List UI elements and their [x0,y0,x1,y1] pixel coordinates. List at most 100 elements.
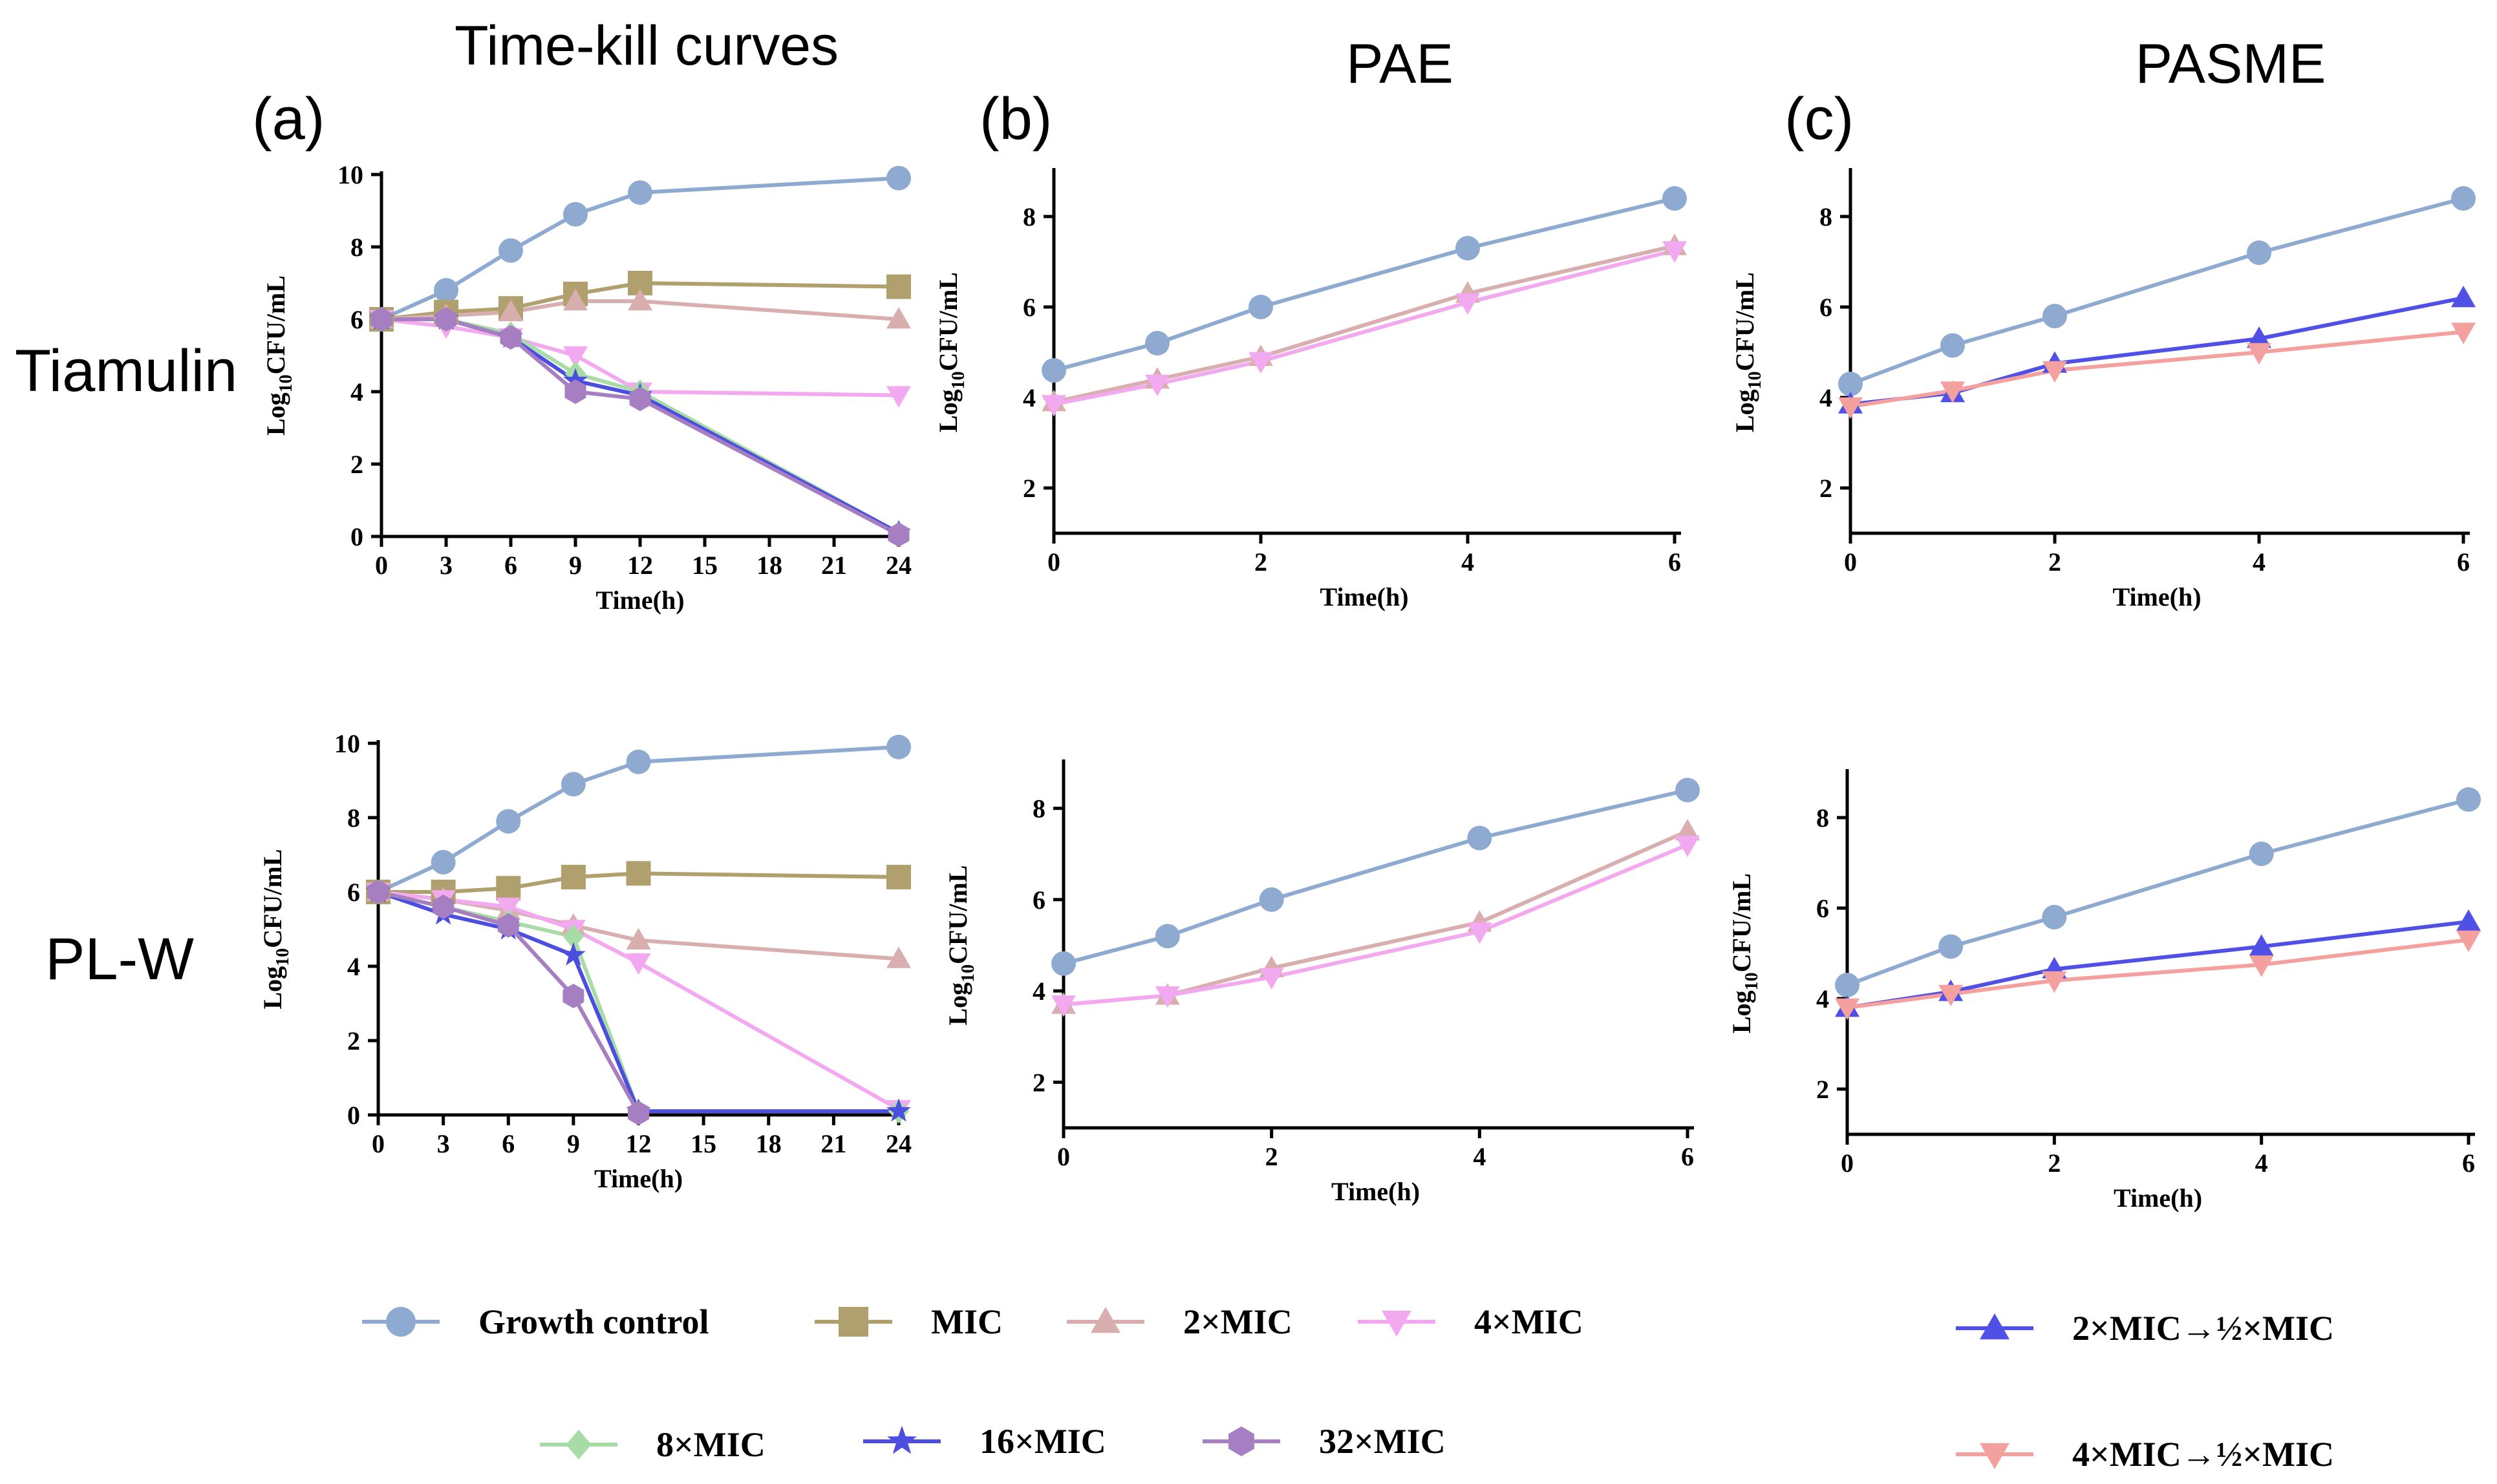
data-point-pasme2 [2247,326,2271,348]
data-point-mic2 [886,946,911,968]
data-point-mic32 [628,1101,649,1126]
data-point-mic32 [435,307,457,332]
row-label-tiamulin: Tiamulin [15,338,237,404]
legend: Growth control MIC 2×MIC 4×MIC 8×MIC 16×MIC 32… [362,1302,2334,1474]
legend-item-pasme2: 2×MIC→½×MIC [1956,1309,2334,1348]
y-tick-label: 4 [1816,984,1829,1013]
data-point-growth [1042,358,1066,383]
data-point-pasme2 [2249,934,2274,956]
data-point-pasme4 [2247,343,2271,365]
y-tick-label: 0 [347,1101,360,1130]
x-axis-label: Time(h) [2114,1183,2202,1213]
legend-item-growth: Growth control [362,1302,709,1341]
x-tick-label: 0 [375,551,388,580]
data-point-pasme4 [2451,323,2476,344]
x-tick-label: 2 [1265,1142,1278,1171]
data-point-mic32 [367,880,389,904]
chart-pae-plw: 0 2 4 6 2 4 6 8 Time(h) Log10CFU/mL [943,759,1700,1206]
legend-marker-mic2 [1091,1307,1120,1333]
data-point-growth [886,734,911,759]
series-line-mic8 [378,890,899,1114]
data-point-growth [1455,236,1480,260]
y-tick-label: 2 [1819,474,1832,503]
legend-label: 2×MIC [1183,1302,1292,1341]
x-tick-label: 6 [2462,1149,2475,1178]
legend-label: Growth control [478,1302,709,1341]
y-tick-label: 8 [1023,202,1036,231]
chart-pasme-tiamulin: 0 2 4 6 2 4 6 8 Time(h) Log10CFU/mL [1730,168,2476,611]
data-point-mic [496,876,521,901]
x-tick-label: 6 [504,551,517,580]
x-tick-label: 15 [692,551,718,580]
data-point-growth [496,809,521,834]
row-label-plw: PL-W [45,926,194,992]
chart-pasme-plw: 0 2 4 6 2 4 6 8 Time(h) Log10CFU/mL [1727,769,2481,1213]
y-tick-label: 4 [350,377,363,407]
data-point-pasme4 [1940,381,1965,403]
data-point-mic4 [626,953,651,975]
legend-item-mic4: 4×MIC [1358,1302,1583,1341]
data-point-growth [1259,887,1284,912]
panel-letter-c: (c) [1784,86,1854,152]
legend-item-mic: MIC [815,1302,1003,1341]
x-tick-label: 2 [2048,1149,2061,1178]
x-axis-label: Time(h) [2112,582,2201,611]
legend-label: 16×MIC [980,1422,1106,1461]
data-point-growth [1248,295,1273,319]
data-point-growth [1675,778,1700,803]
data-point-mic4 [1455,293,1480,315]
x-tick-label: 9 [569,551,582,580]
x-tick-label: 0 [1841,1149,1854,1178]
x-tick-label: 0 [1047,547,1060,577]
data-point-growth [1145,331,1170,355]
y-tick-label: 6 [347,878,360,907]
data-point-growth [563,202,588,227]
y-tick-label: 2 [347,1026,360,1055]
data-point-growth [1467,825,1492,851]
col-title-pae: PAE [1346,33,1453,95]
y-tick-label: 6 [1819,293,1832,322]
x-tick-label: 0 [1057,1142,1070,1171]
data-point-growth [626,749,651,774]
data-point-mic4 [1248,352,1273,374]
chart-pae-tiamulin: 0 2 4 6 2 4 6 8 Time(h) Log10CFU/mL [934,168,1687,611]
data-point-growth [1838,372,1863,396]
y-tick-label: 4 [1819,383,1832,412]
data-point-growth [2249,842,2274,866]
x-axis-label: Time(h) [594,1164,683,1193]
x-tick-label: 21 [821,551,847,580]
x-tick-label: 0 [372,1129,385,1158]
series-line-mic4 [381,317,899,398]
data-point-mic2 [1675,818,1700,841]
data-point-mic4 [1467,922,1492,944]
data-point-growth [1662,186,1687,211]
legend-label: 32×MIC [1319,1422,1446,1461]
y-tick-label: 4 [347,952,360,981]
series-line-mic16 [378,890,899,1114]
data-point-mic32 [370,307,392,332]
data-point-growth [1051,951,1076,976]
x-tick-label: 21 [820,1129,846,1158]
x-tick-label: 12 [627,551,653,580]
legend-marker-growth [386,1307,416,1337]
x-tick-label: 6 [1681,1142,1694,1171]
data-point-growth [1938,934,1964,959]
series-line-mic16 [381,317,900,535]
legend-marker-mic4 [1382,1310,1411,1337]
y-tick-label: 8 [350,233,363,262]
data-point-growth [2451,186,2476,211]
legend-item-mic8: 8×MIC [540,1425,766,1464]
data-point-growth [498,238,523,263]
legend-label: 4×MIC→½×MIC [2072,1435,2334,1474]
x-tick-label: 9 [567,1129,580,1158]
y-tick-label: 4 [1033,977,1045,1006]
data-point-mic32 [500,325,522,350]
x-tick-label: 3 [437,1129,450,1158]
x-tick-label: 6 [2457,547,2470,577]
y-tick-label: 4 [1023,383,1036,412]
data-point-mic4 [1675,835,1700,858]
legend-marker-mic16 [887,1425,917,1454]
data-point-growth [2247,240,2271,265]
y-tick-label: 0 [350,522,363,551]
